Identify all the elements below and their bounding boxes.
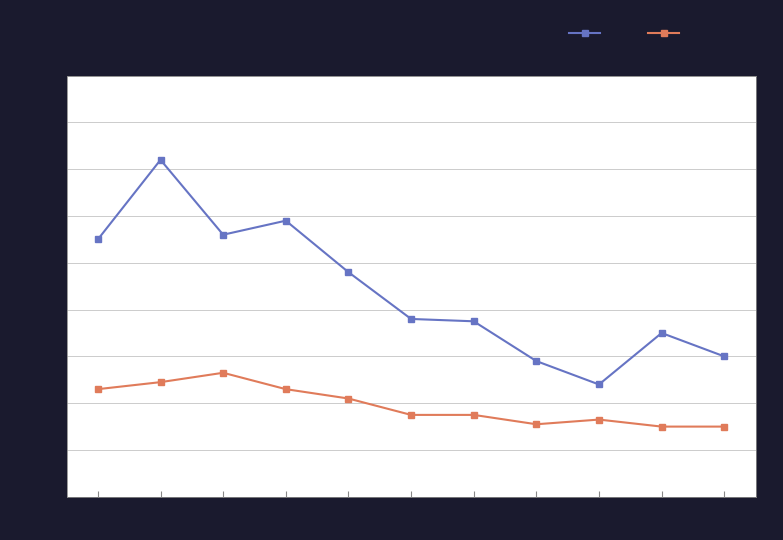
Legend: , : , bbox=[565, 23, 695, 46]
